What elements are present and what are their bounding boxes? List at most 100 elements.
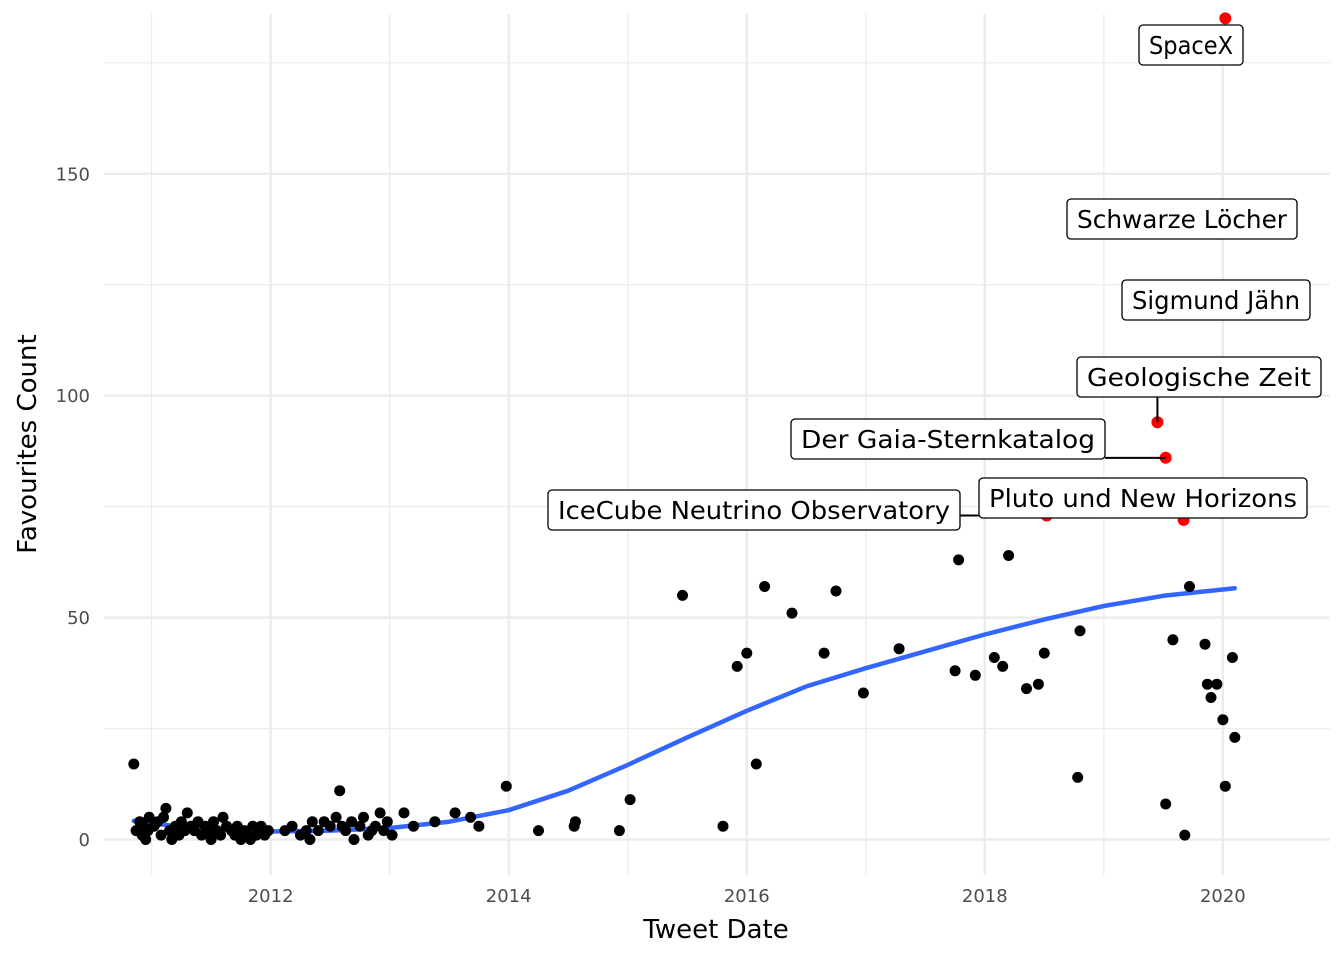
data-point	[330, 811, 342, 823]
data-point	[378, 825, 390, 837]
data-point	[1160, 798, 1172, 810]
data-point	[1072, 771, 1084, 783]
data-point	[1199, 638, 1211, 650]
data-point	[569, 816, 581, 828]
data-point	[1021, 683, 1032, 695]
y-tick-label: 50	[67, 608, 90, 629]
data-point	[300, 825, 312, 837]
data-point	[969, 669, 981, 681]
data-point	[175, 816, 187, 828]
data-point	[354, 820, 366, 832]
major-grid	[104, 14, 1330, 875]
data-point	[386, 829, 398, 841]
y-tick-label: 0	[79, 830, 90, 851]
label-box	[547, 489, 961, 531]
data-point	[731, 660, 743, 672]
data-point	[857, 687, 869, 699]
data-point	[1201, 678, 1213, 690]
x-tick-label: 2014	[486, 886, 532, 907]
x-tick-label: 2018	[962, 886, 1008, 907]
data-point	[818, 647, 830, 659]
data-point	[374, 807, 386, 819]
data-point	[988, 652, 1000, 663]
point-label: Geologische Zeit	[1087, 363, 1311, 392]
data-point	[1211, 678, 1223, 690]
data-point	[1184, 581, 1195, 592]
point-label: IceCube Neutrino Observatory	[558, 496, 950, 525]
y-tick-label: 150	[56, 164, 90, 185]
data-point	[160, 802, 172, 814]
data-point	[830, 585, 842, 597]
data-point	[465, 811, 477, 823]
point-label: SpaceX	[1149, 31, 1233, 60]
data-point	[1219, 780, 1231, 792]
data-point	[158, 811, 169, 823]
data-point	[1038, 647, 1050, 659]
y-tick-label: 100	[56, 386, 90, 407]
data-point	[949, 665, 961, 677]
trend-layer	[131, 586, 1238, 834]
data-point	[1229, 731, 1241, 743]
data-point	[786, 607, 798, 619]
data-point	[324, 820, 336, 832]
data-point	[533, 825, 544, 837]
data-point	[304, 834, 316, 845]
data-point	[203, 825, 215, 837]
data-point	[340, 825, 352, 837]
data-point	[1217, 714, 1229, 726]
data-point	[1226, 652, 1238, 663]
data-point	[381, 816, 393, 828]
data-point	[306, 816, 318, 828]
data-point	[398, 807, 410, 819]
data-point	[500, 780, 512, 792]
data-point	[208, 816, 219, 828]
data-point	[717, 820, 729, 832]
label-box	[1138, 24, 1244, 66]
data-point	[624, 794, 636, 806]
data-point	[217, 811, 229, 823]
label-box	[978, 477, 1308, 519]
data-point	[140, 834, 152, 845]
labels-layer: SpaceX Schwarze Löcher Sigmund Jähn Geologi…	[547, 24, 1322, 531]
data-point	[1205, 692, 1217, 703]
data-point	[759, 581, 771, 592]
data-point	[262, 825, 274, 837]
data-point	[346, 816, 358, 828]
label-box	[1066, 198, 1298, 240]
y-axis-title: Favourites Count	[13, 334, 43, 553]
data-point	[143, 811, 155, 823]
point-label: Sigmund Jähn	[1132, 286, 1300, 315]
x-tick-label: 2020	[1200, 886, 1246, 907]
data-point	[348, 834, 360, 845]
data-point	[1032, 678, 1044, 690]
data-point	[1074, 625, 1086, 637]
data-point	[205, 834, 217, 845]
x-tick-label: 2012	[248, 886, 294, 907]
data-point	[677, 589, 688, 601]
data-point	[429, 816, 441, 828]
data-point	[893, 643, 905, 655]
label-box	[1076, 356, 1322, 398]
highlighted-point	[1219, 12, 1232, 25]
x-axis-title: Tweet Date	[642, 915, 788, 945]
label-box	[1121, 279, 1311, 321]
data-point	[1179, 829, 1191, 841]
minor-grid	[104, 14, 1330, 875]
data-point	[750, 758, 762, 770]
data-point	[473, 820, 485, 832]
point-label: Der Gaia-Sternkatalog	[801, 425, 1095, 454]
data-point	[449, 807, 461, 819]
data-point	[1003, 550, 1015, 561]
data-point	[358, 811, 369, 823]
data-point	[997, 660, 1009, 672]
tick-labels: 2012 2014 2016 2018 2020 0 50 100 150	[56, 164, 1246, 907]
data-point	[334, 785, 346, 797]
data-point	[953, 554, 965, 566]
data-point	[128, 758, 140, 770]
point-label: Schwarze Löcher	[1077, 205, 1288, 234]
data-point	[181, 807, 193, 819]
label-box	[790, 418, 1106, 460]
data-point	[369, 820, 381, 832]
data-point	[286, 820, 298, 832]
